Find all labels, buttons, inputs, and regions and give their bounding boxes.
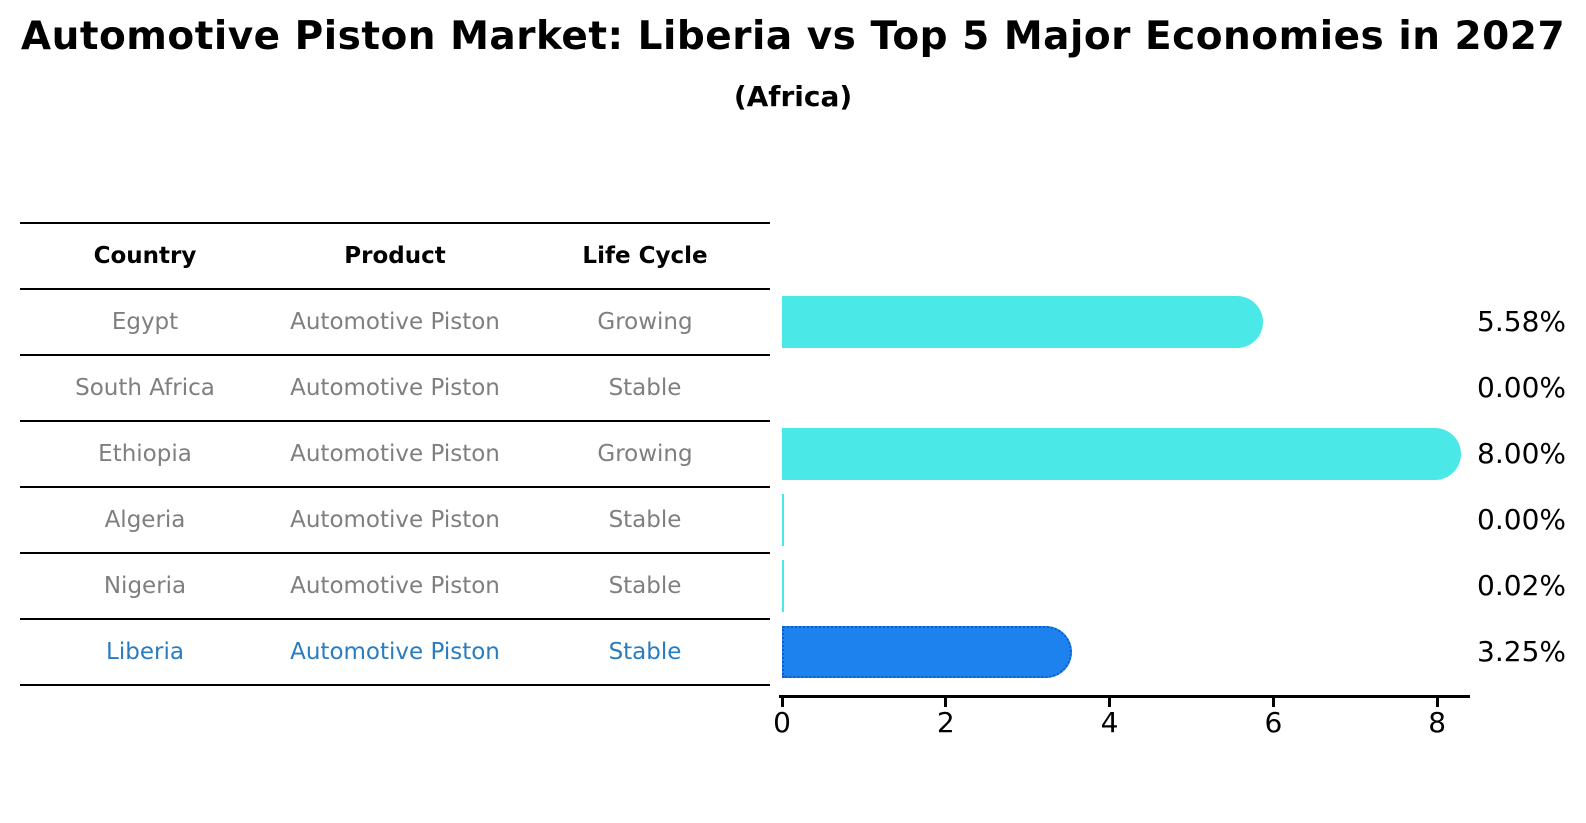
- x-axis-tick-label-8: 8: [1428, 706, 1447, 739]
- x-axis-tick-4: [1108, 695, 1112, 707]
- x-axis-tick-0: [780, 695, 784, 707]
- country-cell-liberia: Liberia: [106, 638, 184, 665]
- bar-liberia: [782, 626, 1073, 678]
- value-label-south-africa: 0.00%: [1477, 371, 1566, 404]
- value-label-egypt: 5.58%: [1477, 305, 1566, 338]
- value-label-liberia: 3.25%: [1477, 635, 1566, 668]
- bar-ethiopia: [782, 428, 1462, 480]
- bar-egypt: [782, 296, 1263, 348]
- value-label-ethiopia: 8.00%: [1477, 437, 1566, 470]
- x-axis-tick-label-2: 2: [936, 706, 955, 739]
- life-cycle-cell-algeria: Stable: [608, 506, 682, 533]
- life-cycle-cell-liberia: Stable: [608, 638, 682, 665]
- x-axis-tick-label-6: 6: [1264, 706, 1283, 739]
- x-axis-tick-6: [1271, 695, 1275, 707]
- x-axis-tick-8: [1435, 695, 1439, 707]
- bar-nigeria: [782, 560, 784, 612]
- value-label-nigeria: 0.02%: [1477, 569, 1566, 602]
- x-axis-tick-label-0: 0: [773, 706, 791, 739]
- table-header-row: Country Product Life Cycle: [20, 224, 770, 290]
- product-cell-ethiopia: Automotive Piston: [290, 440, 500, 467]
- value-label-algeria: 0.00%: [1477, 503, 1566, 536]
- country-cell-nigeria: Nigeria: [103, 572, 187, 599]
- column-header-product: Product: [344, 242, 446, 269]
- product-cell-south-africa: Automotive Piston: [290, 374, 500, 401]
- column-header-life-cycle: Life Cycle: [582, 242, 708, 269]
- x-axis-tick-label-4: 4: [1100, 706, 1119, 739]
- x-axis-tick-2: [944, 695, 948, 707]
- bar-algeria: [782, 494, 784, 546]
- product-cell-nigeria: Automotive Piston: [290, 572, 500, 599]
- table-row-liberia: Liberia Automotive Piston Stable: [20, 620, 770, 686]
- product-cell-algeria: Automotive Piston: [290, 506, 500, 533]
- table-row-nigeria: Nigeria Automotive Piston Stable: [20, 554, 770, 620]
- life-cycle-cell-south-africa: Stable: [608, 374, 682, 401]
- table-row-ethiopia: Ethiopia Automotive Piston Growing: [20, 422, 770, 488]
- country-cell-algeria: Algeria: [104, 506, 186, 533]
- table-row-south-africa: South Africa Automotive Piston Stable: [20, 356, 770, 422]
- life-cycle-cell-egypt: Growing: [597, 308, 693, 335]
- chart-subtitle: (Africa): [733, 80, 853, 113]
- column-header-country: Country: [93, 242, 197, 269]
- table-row-egypt: Egypt Automotive Piston Growing: [20, 290, 770, 356]
- x-axis-line: [779, 695, 1470, 698]
- country-comparison-table: Country Product Life Cycle Egypt Automoti…: [20, 222, 770, 686]
- life-cycle-cell-ethiopia: Growing: [597, 440, 693, 467]
- life-cycle-cell-nigeria: Stable: [608, 572, 682, 599]
- table-row-algeria: Algeria Automotive Piston Stable: [20, 488, 770, 554]
- country-cell-ethiopia: Ethiopia: [98, 440, 192, 467]
- country-cell-egypt: Egypt: [111, 308, 179, 335]
- chart-title: Automotive Piston Market: Liberia vs Top…: [20, 14, 1566, 59]
- product-cell-egypt: Automotive Piston: [290, 308, 500, 335]
- product-cell-liberia: Automotive Piston: [290, 638, 500, 665]
- country-cell-south-africa: South Africa: [75, 374, 215, 401]
